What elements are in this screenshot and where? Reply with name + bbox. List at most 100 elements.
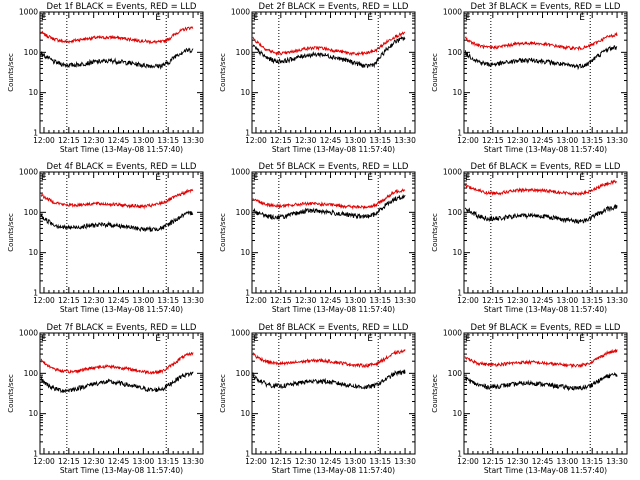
x-tick-label: 12:30 [507,296,529,305]
x-tick-label: 13:15 [369,136,391,145]
panel-title: Det 8f BLACK = Events, RED = LLD [259,323,409,333]
events-series-line [464,204,618,224]
events-series-line [40,210,194,233]
x-tick-label: 13:30 [182,296,204,305]
x-tick-label: 12:45 [108,457,130,466]
x-tick-label: 13:00 [133,136,155,145]
y-tick-label: 1 [245,450,250,459]
events-series-line [40,47,194,70]
x-tick-label: 13:15 [581,457,603,466]
lld-series-line [40,188,194,210]
x-tick-label: 13:15 [157,296,179,305]
detector-panel-3: Det 3f BLACK = Events, RED = LLD 1 10 100 10… [431,2,628,154]
detector-panel-5: Det 5f BLACK = Events, RED = LLD 1 10 100 10… [219,162,416,314]
event-marker-label: E [367,334,373,344]
x-tick-label: 12:45 [320,136,342,145]
y-tick-label: 100 [236,208,251,217]
y-tick-label: 1 [457,289,462,298]
x-tick-label: 12:00 [457,136,479,145]
x-tick-label: 12:30 [83,457,105,466]
x-tick-label: 12:15 [58,457,80,466]
x-tick-label: 13:15 [157,136,179,145]
panel-title: Det 9f BLACK = Events, RED = LLD [471,323,621,333]
detector-panel-1: Det 1f BLACK = Events, RED = LLD 1 10 100 10… [7,2,204,154]
x-tick-label: 13:30 [182,136,204,145]
events-series-line [252,369,406,390]
x-axis-title: Start Time (13-May-08 11:57:40) [272,305,395,314]
y-tick-label: 1 [457,129,462,138]
lld-series-line [464,179,618,196]
x-tick-label: 12:45 [108,296,130,305]
x-tick-label: 13:00 [345,296,367,305]
plot-frame [39,171,204,294]
y-tick-label: 1 [33,289,38,298]
x-axis-title: Start Time (13-May-08 11:57:40) [272,466,395,475]
lld-series-line [252,31,406,57]
x-tick-label: 13:15 [157,457,179,466]
event-marker-label: E [465,13,471,23]
plot-frame [39,11,204,134]
lld-series-line [40,26,194,45]
panel-title: Det 1f BLACK = Events, RED = LLD [47,2,197,12]
y-tick-label: 100 [448,48,463,57]
x-tick-label: 12:00 [457,457,479,466]
x-tick-label: 12:30 [295,296,317,305]
x-tick-label: 13:30 [606,296,628,305]
x-tick-label: 13:15 [581,136,603,145]
event-marker-label: E [41,334,47,344]
x-axis-title: Start Time (13-May-08 11:57:40) [60,145,183,154]
x-tick-label: 12:45 [108,136,130,145]
detector-panel-2: Det 2f BLACK = Events, RED = LLD 1 10 100 10… [219,2,416,154]
x-tick-label: 13:00 [557,296,579,305]
y-axis-title: Counts/sec [7,213,15,252]
y-tick-label: 1 [33,129,38,138]
y-axis-title: Counts/sec [7,53,15,92]
lld-series-line [465,31,618,52]
y-axis-title: Counts/sec [219,213,227,252]
x-tick-label: 12:00 [245,296,267,305]
lld-series-line [464,348,618,369]
lld-series-line [252,188,406,210]
x-tick-label: 13:30 [394,296,416,305]
plot-frame [251,11,416,134]
detector-panel-8: Det 8f BLACK = Events, RED = LLD 1 10 100 10… [219,323,416,475]
y-tick-label: 1000 [19,8,38,17]
y-tick-label: 10 [28,248,38,257]
y-tick-label: 1000 [231,168,250,177]
y-tick-label: 10 [452,409,462,418]
x-tick-label: 13:15 [369,457,391,466]
x-tick-label: 12:00 [33,457,55,466]
x-tick-label: 12:15 [270,136,292,145]
y-tick-label: 1 [33,450,38,459]
x-tick-label: 12:15 [482,296,504,305]
event-marker-label: E [41,13,47,23]
x-tick-label: 12:45 [532,457,554,466]
x-tick-label: 13:30 [394,136,416,145]
x-tick-label: 12:15 [58,296,80,305]
x-tick-label: 12:15 [482,457,504,466]
event-marker-label: E [465,334,471,344]
plot-frame [463,11,628,134]
x-tick-label: 13:30 [394,457,416,466]
event-marker-label: E [41,173,47,183]
plot-frame [463,171,628,294]
y-tick-label: 10 [452,88,462,97]
event-marker-label: E [253,173,259,183]
y-tick-label: 100 [24,48,39,57]
x-tick-label: 13:30 [606,457,628,466]
x-tick-label: 13:00 [133,296,155,305]
x-tick-label: 13:00 [557,136,579,145]
x-tick-label: 13:30 [606,136,628,145]
plot-frame [251,332,416,455]
x-tick-label: 13:15 [581,296,603,305]
event-marker-label: E [155,173,161,183]
y-tick-label: 1000 [443,329,462,338]
y-tick-label: 100 [448,369,463,378]
plot-frame [463,332,628,455]
x-tick-label: 12:30 [295,457,317,466]
y-tick-label: 100 [24,208,39,217]
event-marker-label: E [579,173,585,183]
y-tick-label: 10 [240,88,250,97]
x-tick-label: 12:30 [83,136,105,145]
